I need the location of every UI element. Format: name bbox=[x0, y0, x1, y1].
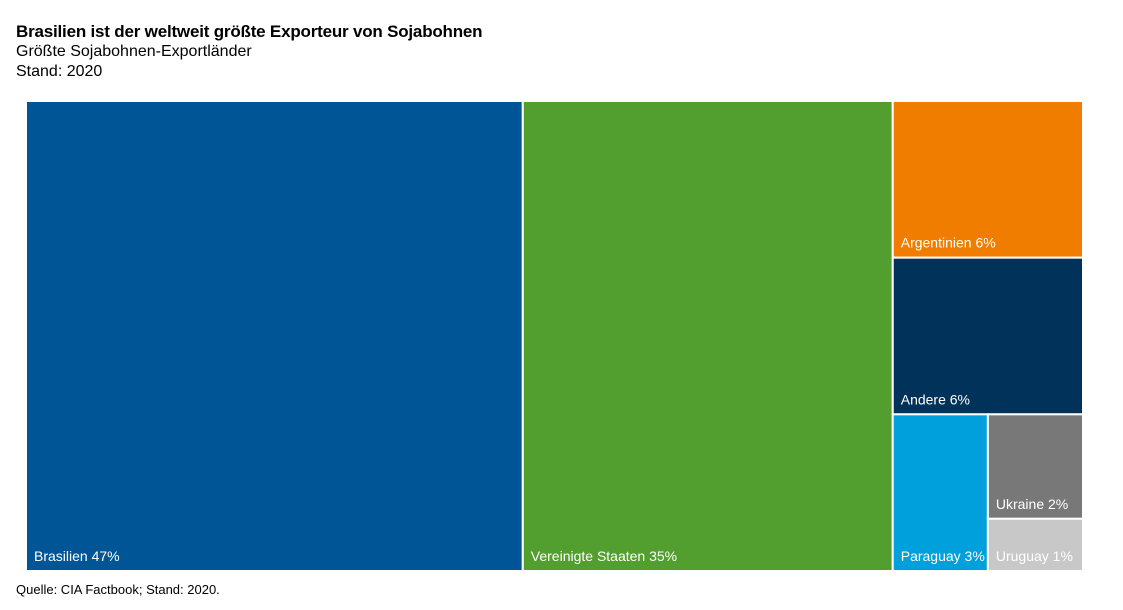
tile-label-paraguay: Paraguay 3% bbox=[901, 548, 985, 564]
tile-argentinien bbox=[891, 100, 1084, 259]
tile-label-andere: Andere 6% bbox=[901, 391, 970, 407]
chart-subtitle: Größte Sojabohnen-Exportländer bbox=[16, 43, 252, 60]
tile-brasilien bbox=[25, 100, 524, 572]
tile-vereinigte-staaten bbox=[521, 100, 894, 572]
tile-paraguay bbox=[891, 413, 989, 573]
source-note: Quelle: CIA Factbook; Stand: 2020. bbox=[16, 582, 220, 597]
tile-ukraine bbox=[986, 413, 1084, 520]
chart-title: Brasilien ist der weltweit größte Export… bbox=[16, 22, 483, 41]
tile-label-ukraine: Ukraine 2% bbox=[996, 496, 1068, 512]
tile-label-argentinien: Argentinien 6% bbox=[901, 235, 996, 251]
chart-date: Stand: 2020 bbox=[16, 63, 103, 80]
tile-label-vereinigte-staaten: Vereinigte Staaten 35% bbox=[531, 548, 677, 564]
tile-label-uruguay: Uruguay 1% bbox=[996, 548, 1073, 564]
tile-uruguay bbox=[986, 517, 1084, 572]
tile-label-brasilien: Brasilien 47% bbox=[34, 548, 120, 564]
